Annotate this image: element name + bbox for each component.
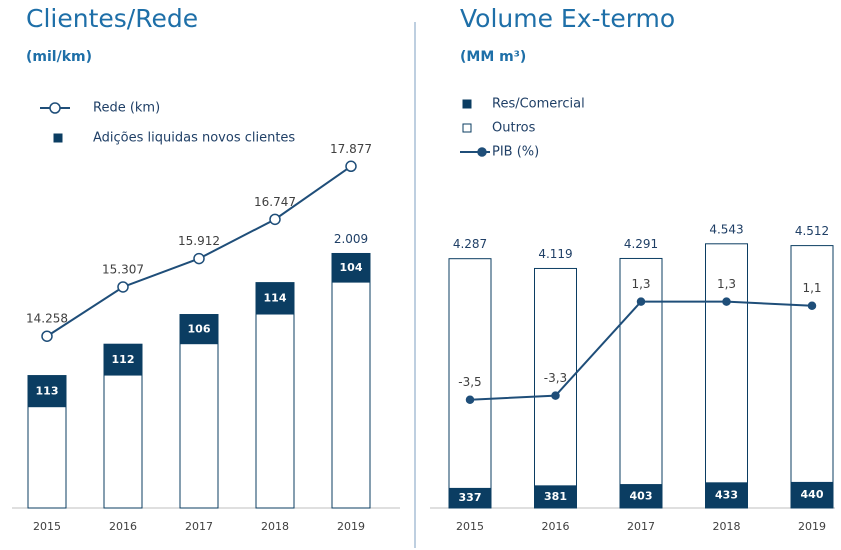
line-marker: [269, 213, 281, 226]
legend-label: Rede (km): [93, 101, 160, 116]
chart-title: Volume Ex-termo: [460, 4, 675, 33]
legend-marker: [477, 147, 487, 157]
line-marker: [193, 252, 205, 265]
data-label: 106: [188, 322, 211, 335]
chart-title: Clientes/Rede: [26, 4, 198, 33]
data-label: 104: [340, 261, 363, 274]
data-label: 15.307: [102, 262, 144, 276]
bar-segment: [705, 243, 748, 484]
bar-segment: [619, 257, 663, 486]
data-label: 337: [459, 491, 482, 504]
line-marker: [807, 301, 817, 310]
bar-segment: [790, 481, 834, 509]
x-tick-label: 2017: [627, 520, 655, 533]
line-marker: [345, 160, 357, 173]
x-tick-label: 2018: [261, 520, 289, 533]
legend-label: Adições liquidas novos clientes: [93, 131, 295, 146]
line-marker: [636, 297, 646, 306]
data-label: 14.258: [26, 312, 68, 326]
data-label: -3,5: [458, 375, 481, 389]
bar-segment: [790, 245, 834, 483]
legend-swatch: [462, 99, 472, 109]
data-label: 114: [264, 292, 287, 305]
x-tick-label: 2018: [713, 520, 741, 533]
chart-subtitle: (MM m³): [460, 49, 526, 65]
x-tick-label: 2017: [185, 520, 213, 533]
bar-segment: [28, 375, 66, 408]
x-tick-label: 2019: [798, 520, 826, 533]
x-tick-label: 2015: [456, 520, 484, 533]
chart-subtitle: (mil/km): [26, 49, 92, 65]
bar-segment: [256, 282, 294, 315]
legend-swatch: [462, 123, 472, 133]
x-tick-label: 2015: [33, 520, 61, 533]
data-label: 1,1: [802, 281, 821, 295]
line-marker: [41, 330, 53, 342]
total-bar: [179, 314, 219, 509]
bar-segment: [180, 314, 218, 345]
data-label: 15.912: [178, 234, 220, 248]
data-label: 17.877: [330, 142, 372, 156]
line-marker: [465, 395, 475, 404]
line-marker: [722, 297, 731, 306]
data-label: 381: [544, 490, 567, 503]
data-label: 403: [630, 489, 653, 502]
data-label: 440: [801, 488, 824, 501]
data-label: 16.747: [254, 195, 296, 209]
data-label: -3,3: [544, 371, 567, 385]
data-label: 113: [36, 384, 59, 397]
x-tick-label: 2016: [109, 520, 137, 533]
total-label: 4.291: [624, 237, 658, 251]
total-label: 4.287: [453, 237, 487, 251]
line-marker: [117, 281, 129, 293]
line: [46, 165, 352, 338]
bar-segment: [534, 267, 577, 487]
bar-segment: [448, 258, 492, 489]
bar-segment: [705, 482, 748, 509]
total-label: 2.009: [334, 232, 368, 246]
line-marker: [551, 391, 560, 400]
total-label: 4.512: [795, 224, 829, 238]
legend-label: Outros: [492, 121, 536, 136]
data-label: 1,3: [631, 277, 650, 291]
data-label: 1,3: [717, 277, 736, 291]
total-bar: [331, 252, 371, 509]
legend-label: PIB (%): [492, 145, 539, 160]
bar-segment: [332, 253, 370, 283]
x-tick-label: 2016: [542, 520, 570, 533]
legend-swatch: [53, 133, 63, 143]
data-label: 112: [112, 353, 135, 366]
legend-label: Res/Comercial: [492, 97, 585, 112]
legend-marker: [49, 102, 61, 114]
bar-segment: [104, 344, 142, 376]
total-label: 4.543: [709, 222, 743, 236]
total-label: 4.119: [538, 247, 572, 261]
x-tick-label: 2019: [337, 520, 365, 533]
data-label: 433: [715, 488, 738, 501]
total-bar: [255, 282, 295, 509]
